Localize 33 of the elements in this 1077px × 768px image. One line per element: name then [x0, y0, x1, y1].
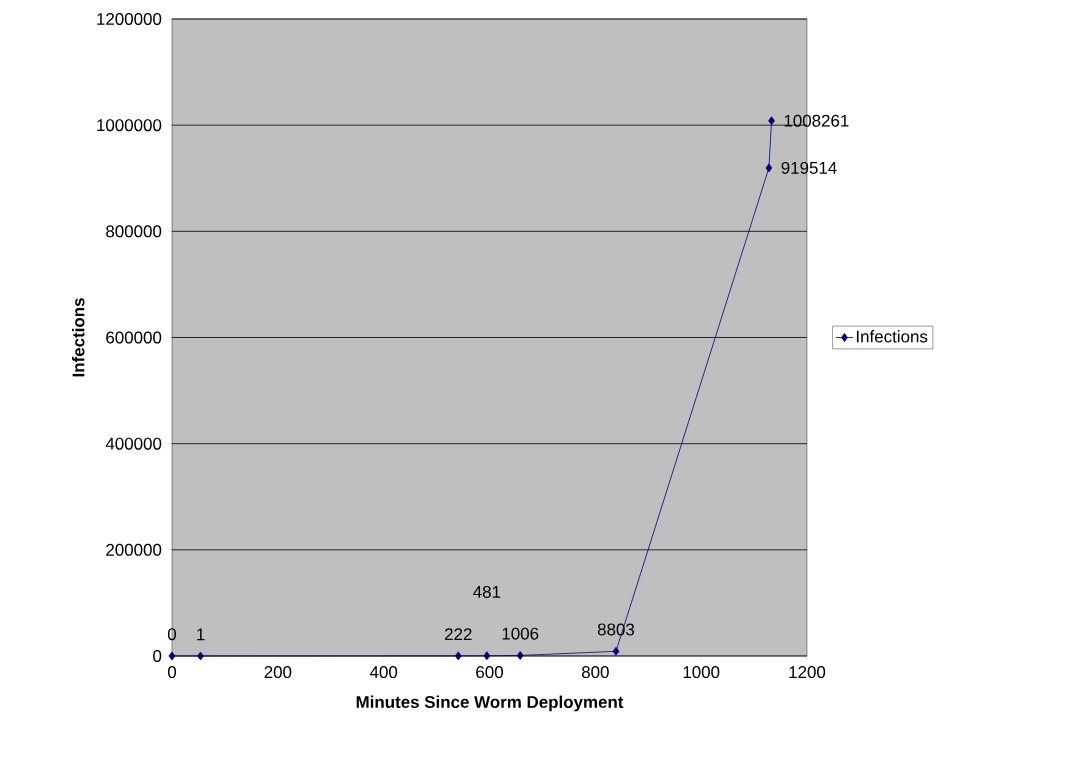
- text: 0: [167, 628, 177, 641]
- text: 1: [197, 628, 205, 641]
- point: [765, 163, 773, 173]
- y-tick-label: 1200000: [97, 13, 162, 25]
- text: 222: [445, 628, 472, 641]
- y-tick-label: 200000: [106, 543, 162, 556]
- text: 1008261: [784, 114, 849, 127]
- x-tick-label: 0: [167, 666, 177, 679]
- point: [168, 651, 176, 661]
- x-tick-label: 400: [369, 666, 398, 679]
- y-tick-label: 600000: [106, 331, 162, 344]
- x-tick-label: 200: [264, 666, 292, 679]
- x-tick-label: 800: [581, 666, 609, 679]
- x-tick-label: 1200: [789, 666, 826, 679]
- point: [768, 116, 775, 126]
- point: [197, 651, 204, 661]
- x-axis-title: Minutes Since Worm Deployment: [356, 695, 624, 712]
- text: 1006: [502, 627, 539, 640]
- point: [612, 646, 620, 656]
- point: [483, 651, 491, 661]
- y-tick-label: 800000: [106, 225, 162, 238]
- legend-label: Infections: [856, 330, 928, 343]
- text: 481: [473, 585, 501, 598]
- text: 8803: [597, 623, 635, 636]
- x-tick-label: 1000: [683, 666, 720, 679]
- y-axis-title: Infections: [72, 298, 85, 377]
- y-tick-label: 0: [153, 650, 162, 662]
- y-tick-label: 400000: [105, 437, 162, 450]
- y-tick-label: 1000000: [97, 119, 162, 132]
- text: 919514: [781, 161, 837, 174]
- point: [516, 651, 524, 660]
- x-tick-label: 600: [476, 666, 503, 679]
- point: [454, 651, 462, 661]
